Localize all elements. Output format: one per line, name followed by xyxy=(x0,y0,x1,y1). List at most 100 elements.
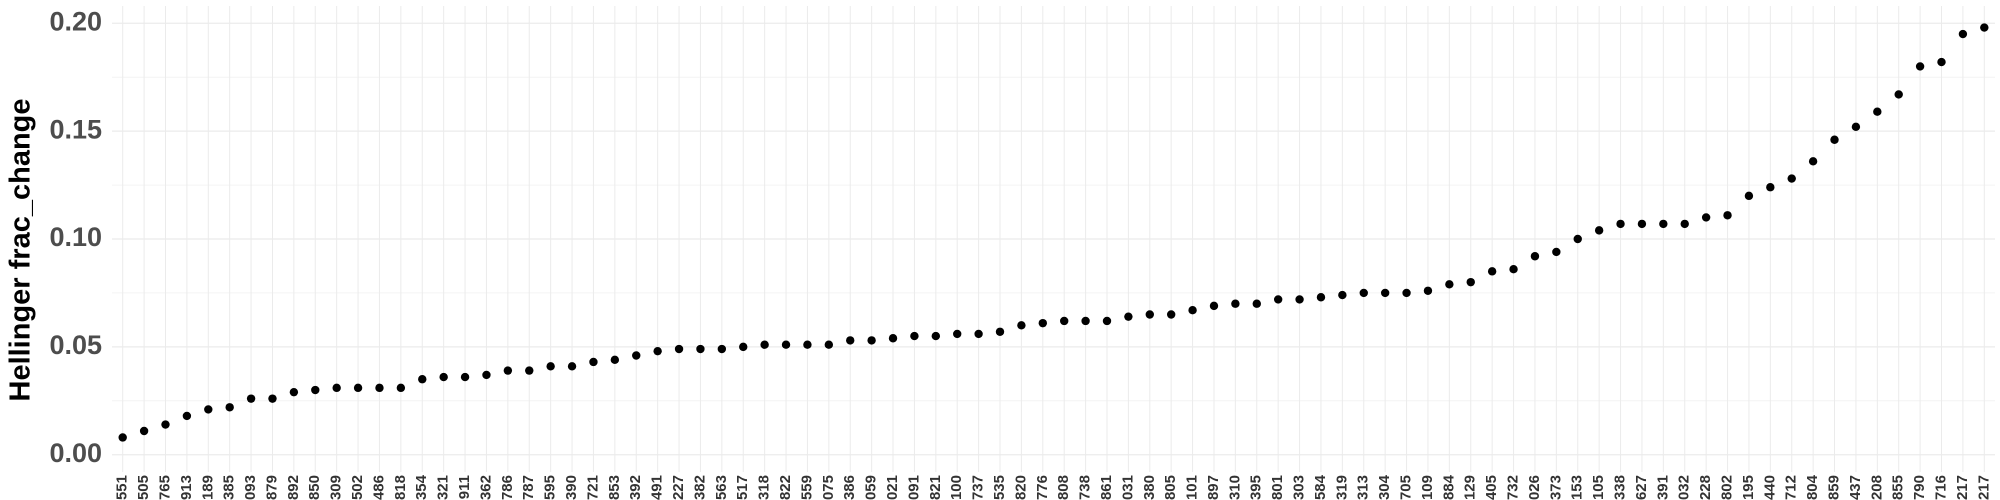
x-tick-label: 861 xyxy=(1098,475,1115,500)
x-tick-label: 310 xyxy=(1226,475,1243,500)
point xyxy=(1915,62,1925,71)
x-tick-label: 395 xyxy=(1248,475,1265,500)
x-tick-label: 109 xyxy=(1419,475,1436,500)
x-tick-label: 032 xyxy=(1676,475,1693,500)
point xyxy=(182,411,192,421)
point xyxy=(589,357,598,367)
point xyxy=(289,387,299,397)
point xyxy=(1894,90,1903,99)
x-tick-label: 805 xyxy=(1162,475,1179,500)
point xyxy=(460,372,470,382)
x-tick-label: 913 xyxy=(178,475,195,500)
x-tick-label: 021 xyxy=(884,475,901,500)
x-tick-label: 802 xyxy=(1718,475,1735,500)
x-tick-label: 911 xyxy=(456,475,473,499)
x-tick-label: 362 xyxy=(477,475,494,500)
point xyxy=(910,331,919,341)
point xyxy=(803,340,812,349)
x-tick-label: 892 xyxy=(285,475,302,500)
x-tick-label: 354 xyxy=(413,474,430,500)
x-tick-label: 801 xyxy=(1269,475,1286,500)
x-tick-label: 821 xyxy=(927,475,944,500)
point xyxy=(525,366,534,375)
point xyxy=(311,385,320,395)
x-tick-label: 386 xyxy=(841,475,858,500)
y-tick-label: 0.05 xyxy=(49,330,102,360)
point xyxy=(1723,211,1732,220)
point xyxy=(1830,135,1839,144)
x-tick-label: 595 xyxy=(542,475,559,500)
point xyxy=(1252,299,1261,308)
x-tick-label: 026 xyxy=(1526,475,1543,500)
point xyxy=(1937,57,1946,67)
point xyxy=(161,420,170,429)
x-tick-label: 502 xyxy=(349,475,366,500)
point xyxy=(439,372,448,382)
x-tick-label: 385 xyxy=(221,475,238,500)
x-tick-label: 319 xyxy=(1333,475,1350,500)
point xyxy=(1509,265,1518,274)
point xyxy=(503,366,513,375)
x-tick-label: 382 xyxy=(691,475,708,500)
point xyxy=(953,329,962,339)
x-tick-label: 303 xyxy=(1291,475,1308,500)
x-tick-label: 804 xyxy=(1804,474,1821,500)
point xyxy=(1980,23,1989,32)
x-tick-label: 091 xyxy=(905,475,922,500)
x-tick-label: 075 xyxy=(820,475,837,500)
x-tick-label: 105 xyxy=(1590,475,1607,500)
point xyxy=(246,394,256,403)
x-tick-label: 101 xyxy=(1184,475,1201,500)
x-tick-label: 786 xyxy=(499,475,516,500)
point xyxy=(931,331,941,341)
y-axis-title: Hellinger frac_change xyxy=(5,99,37,402)
point xyxy=(995,327,1005,336)
x-tick-label: 563 xyxy=(713,475,730,500)
point xyxy=(1359,288,1368,298)
point xyxy=(396,383,406,393)
point xyxy=(760,340,769,349)
x-tick-label: 189 xyxy=(199,475,216,500)
x-tick-label: 855 xyxy=(1890,475,1907,500)
x-tick-label: 716 xyxy=(1932,475,1949,500)
point xyxy=(867,336,876,345)
point xyxy=(632,351,641,360)
x-tick-label: 853 xyxy=(606,475,623,500)
point xyxy=(1445,280,1454,289)
x-tick-label: 093 xyxy=(242,475,259,500)
x-tick-label: 808 xyxy=(1055,475,1072,500)
point xyxy=(610,355,620,365)
x-tick-label: 338 xyxy=(1612,475,1629,500)
x-tick-label: 405 xyxy=(1483,475,1500,500)
point xyxy=(1038,318,1048,328)
point xyxy=(353,383,363,393)
point xyxy=(1873,107,1882,116)
x-tick-label: 517 xyxy=(734,475,751,500)
x-tick-label: 437 xyxy=(1847,475,1864,500)
x-tick-label: 776 xyxy=(1034,475,1051,500)
x-tick-label: 059 xyxy=(863,475,880,500)
x-tick-label: 559 xyxy=(798,475,815,500)
x-tick-label: 195 xyxy=(1740,475,1757,500)
point xyxy=(268,394,277,403)
y-tick-label: 0.15 xyxy=(49,114,102,144)
point xyxy=(1081,316,1090,326)
point xyxy=(1316,293,1326,302)
point xyxy=(824,340,834,349)
x-tick-label: 129 xyxy=(1462,475,1479,500)
x-tick-label: 153 xyxy=(1569,475,1586,500)
point xyxy=(375,383,384,393)
x-tick-label: 884 xyxy=(1440,474,1457,500)
x-tick-label: 712 xyxy=(1783,475,1800,500)
x-tick-label: 859 xyxy=(1825,475,1842,500)
x-tick-label: 551 xyxy=(114,475,131,500)
x-tick-label: 790 xyxy=(1911,475,1928,500)
x-tick-label: 737 xyxy=(970,475,987,500)
point xyxy=(139,426,149,436)
point xyxy=(118,433,127,442)
point xyxy=(1295,295,1304,304)
x-tick-label: 584 xyxy=(1312,474,1329,500)
x-tick-label: 820 xyxy=(1012,475,1029,500)
point xyxy=(1766,183,1775,192)
point xyxy=(204,405,213,414)
